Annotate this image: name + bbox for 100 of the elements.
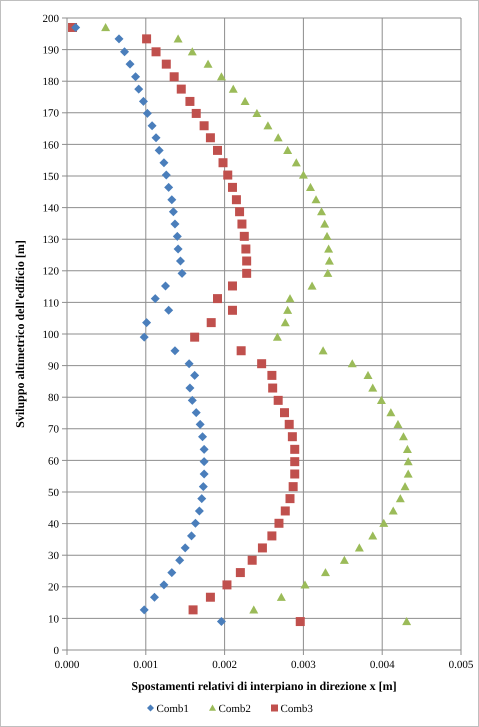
point [274, 396, 283, 405]
point [228, 281, 237, 290]
point [288, 482, 298, 492]
point [164, 306, 174, 315]
point [206, 318, 216, 328]
point [283, 306, 292, 314]
y-tick-label: 180 [42, 76, 60, 88]
point [276, 592, 286, 601]
point [280, 506, 290, 516]
point [368, 384, 378, 392]
y-tick-label: 110 [42, 297, 60, 310]
point [284, 420, 294, 429]
point [188, 605, 198, 614]
point [242, 268, 252, 278]
point [131, 72, 140, 82]
y-tick-label: 90 [48, 360, 60, 372]
y-tick-label: 70 [48, 424, 60, 436]
point [323, 268, 332, 277]
point [150, 592, 159, 602]
point [274, 518, 284, 528]
point [286, 494, 295, 504]
point [272, 332, 282, 341]
point [322, 232, 332, 240]
y-tick-label: 30 [48, 550, 60, 562]
point [164, 182, 174, 192]
point [162, 60, 171, 69]
point [150, 294, 160, 304]
point [190, 332, 200, 342]
point [232, 195, 241, 204]
point [280, 318, 290, 326]
y-tick-label: 200 [42, 12, 60, 25]
point [170, 220, 180, 229]
point [236, 568, 245, 578]
y-tick-label: 60 [48, 455, 60, 468]
point [192, 408, 201, 418]
point [198, 482, 208, 492]
point [142, 318, 152, 328]
point [176, 84, 186, 94]
point [142, 108, 152, 118]
point [174, 34, 183, 42]
point [300, 580, 310, 589]
y-tick-label: 20 [48, 582, 60, 594]
legend-label: Comb3 [280, 703, 314, 715]
y-tick-label: 120 [42, 266, 60, 278]
y-tick-label: 140 [42, 202, 60, 214]
point [240, 232, 249, 241]
point [213, 294, 222, 304]
point [216, 617, 226, 626]
y-axis-title: Sviluppo altimetrico dell'edificio [m] [13, 240, 27, 428]
point [308, 281, 317, 290]
point [404, 457, 413, 466]
point [223, 170, 232, 180]
y-tick-label: 150 [42, 170, 60, 183]
y-tick-label: 40 [48, 518, 60, 530]
point [248, 556, 257, 565]
point [274, 133, 283, 142]
point [290, 469, 300, 478]
point [178, 268, 187, 278]
point [398, 432, 408, 440]
point [228, 84, 238, 93]
point [296, 617, 305, 626]
point [379, 518, 388, 527]
y-tick-label: 130 [42, 234, 60, 246]
point [386, 408, 396, 416]
point [126, 60, 135, 69]
point [159, 580, 168, 590]
point [140, 332, 149, 342]
point [236, 346, 246, 356]
point [140, 605, 149, 614]
point [400, 482, 410, 490]
y-tick-label: 170 [42, 108, 60, 120]
point [388, 506, 398, 515]
point [200, 444, 209, 454]
point [402, 617, 412, 626]
point [318, 346, 328, 354]
point [200, 457, 209, 466]
point [228, 306, 237, 315]
point [206, 133, 215, 142]
point [176, 256, 185, 266]
point [213, 146, 222, 155]
point [197, 494, 206, 504]
point [267, 370, 276, 380]
y-tick-label: 80 [48, 392, 60, 404]
x-tick-label: 0.004 [370, 659, 396, 671]
point [286, 294, 295, 302]
point [192, 108, 201, 118]
point [235, 207, 244, 216]
point [393, 420, 402, 428]
point [249, 605, 258, 614]
point [252, 108, 262, 118]
point [396, 494, 405, 502]
point [175, 556, 184, 565]
point [190, 518, 200, 528]
point [242, 256, 252, 266]
point [198, 432, 208, 442]
point [114, 34, 124, 44]
point [267, 531, 276, 540]
point [200, 469, 209, 478]
point [376, 396, 386, 404]
point [237, 220, 246, 229]
